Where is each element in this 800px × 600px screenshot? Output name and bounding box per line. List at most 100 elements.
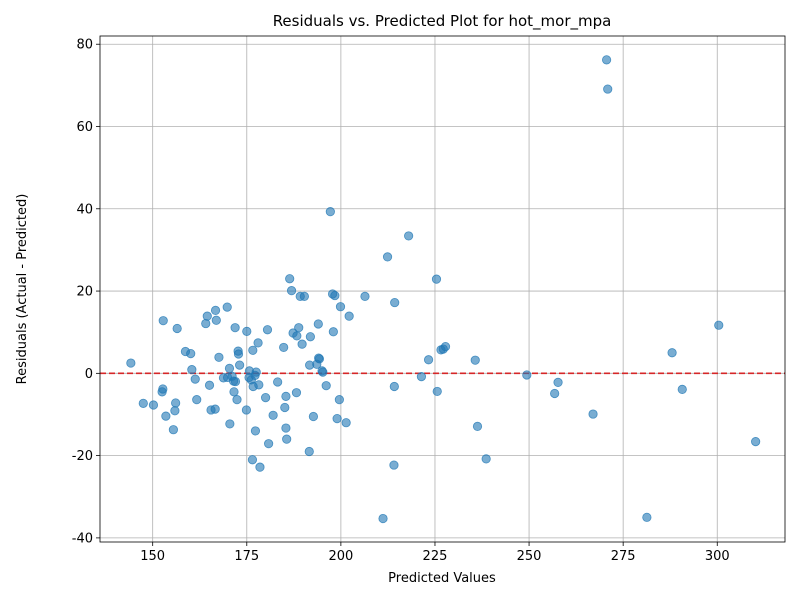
data-point xyxy=(204,380,215,390)
data-point xyxy=(202,311,212,321)
data-point xyxy=(335,302,346,312)
data-point xyxy=(251,367,261,377)
data-point xyxy=(148,400,159,410)
data-point xyxy=(210,305,221,315)
data-point xyxy=(378,513,388,524)
x-tick-label: 225 xyxy=(423,549,448,564)
y-axis-ticks: -40 -20 0 20 40 60 80 xyxy=(72,38,100,546)
data-point xyxy=(588,409,598,419)
y-tick-label: 0 xyxy=(85,367,93,382)
data-point xyxy=(161,411,171,421)
data-point xyxy=(281,423,291,433)
x-tick-label: 300 xyxy=(705,549,730,564)
x-tick-label: 175 xyxy=(234,549,259,564)
data-point xyxy=(280,402,290,413)
data-point xyxy=(211,315,221,325)
data-point xyxy=(360,291,370,301)
data-point xyxy=(138,398,148,408)
data-point xyxy=(225,419,235,429)
data-point xyxy=(332,413,342,424)
data-point xyxy=(522,370,532,380)
data-point xyxy=(481,454,491,464)
data-point xyxy=(431,274,442,284)
x-tick-label: 275 xyxy=(611,549,636,564)
data-point xyxy=(224,363,235,373)
scatter-points xyxy=(126,55,761,524)
grid xyxy=(100,36,785,542)
data-point xyxy=(389,381,399,392)
data-point xyxy=(642,512,652,522)
data-point xyxy=(158,316,168,326)
x-axis-ticks: 150 175 200 225 250 275 300 xyxy=(140,542,730,564)
data-point xyxy=(253,338,263,348)
data-point xyxy=(255,462,265,472)
data-point xyxy=(440,341,451,352)
data-point xyxy=(313,319,323,329)
data-point xyxy=(247,455,258,465)
data-point xyxy=(264,439,274,449)
y-tick-label: 20 xyxy=(76,285,93,300)
data-point xyxy=(286,286,297,296)
data-point xyxy=(229,387,239,397)
data-point xyxy=(432,386,442,397)
x-tick-label: 200 xyxy=(328,549,353,564)
data-point xyxy=(168,425,178,435)
data-point xyxy=(248,345,258,355)
y-axis-label: Residuals (Actual - Predicted) xyxy=(15,194,30,385)
data-point xyxy=(235,360,245,370)
data-point xyxy=(305,332,315,342)
data-point xyxy=(126,358,136,368)
data-point xyxy=(170,406,180,416)
data-point xyxy=(281,391,291,401)
data-point xyxy=(285,274,295,284)
x-axis-label: Predicted Values xyxy=(388,571,496,586)
data-point xyxy=(291,388,302,398)
data-point xyxy=(158,384,168,394)
y-tick-label: 60 xyxy=(76,120,93,135)
data-point xyxy=(250,426,261,436)
data-point xyxy=(214,352,224,362)
data-point xyxy=(268,410,278,420)
data-point xyxy=(279,342,289,353)
data-point xyxy=(241,405,252,415)
data-point xyxy=(404,231,414,241)
data-point xyxy=(297,339,307,349)
data-point xyxy=(299,291,309,301)
data-point xyxy=(334,395,344,405)
data-point xyxy=(382,252,393,262)
data-point xyxy=(254,380,264,390)
data-point xyxy=(292,331,302,341)
data-point xyxy=(416,372,427,382)
data-point xyxy=(314,354,325,364)
data-point xyxy=(330,290,340,301)
data-point xyxy=(232,395,242,405)
data-point xyxy=(341,418,351,428)
data-point xyxy=(304,446,314,457)
data-point xyxy=(172,323,182,334)
x-tick-label: 250 xyxy=(517,549,542,564)
data-point xyxy=(344,311,354,321)
data-point xyxy=(230,376,241,387)
y-tick-label: 80 xyxy=(76,38,93,53)
data-point xyxy=(187,365,197,375)
data-point xyxy=(472,421,483,431)
data-point xyxy=(230,323,240,333)
data-point xyxy=(260,392,271,403)
data-point xyxy=(553,377,563,387)
data-point xyxy=(171,398,181,408)
data-point xyxy=(751,437,761,447)
data-point xyxy=(601,55,612,65)
x-tick-label: 150 xyxy=(140,549,165,564)
data-point xyxy=(210,404,220,414)
data-point xyxy=(603,84,613,94)
data-point xyxy=(273,377,283,387)
data-point xyxy=(233,349,244,359)
data-point xyxy=(242,326,252,336)
data-point xyxy=(390,297,400,308)
data-point xyxy=(192,395,202,405)
data-point xyxy=(294,323,304,333)
data-point xyxy=(262,325,273,335)
data-point xyxy=(282,434,292,444)
data-point xyxy=(389,460,399,470)
plot-frame xyxy=(99,35,786,543)
